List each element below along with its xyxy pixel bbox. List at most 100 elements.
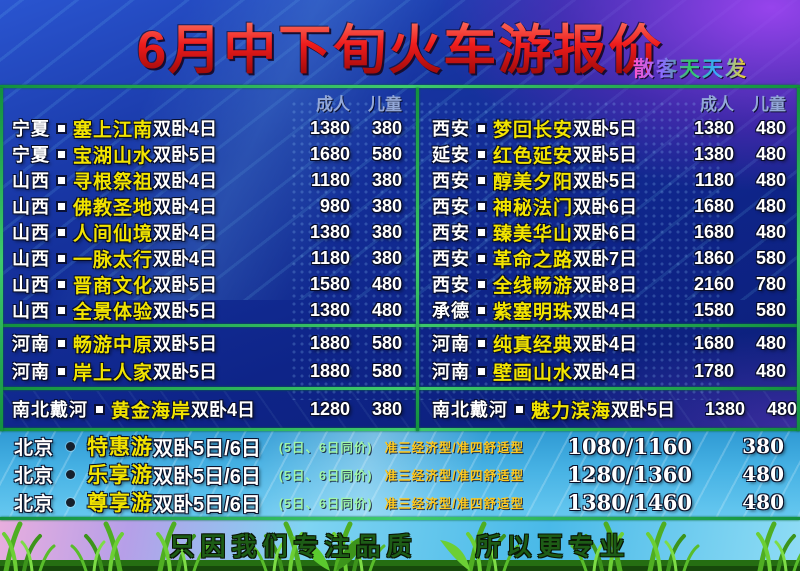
tour-days: 双卧5日/6日 (153, 465, 261, 488)
child-price: 380 (371, 195, 402, 216)
tour-name: 晋商文化 (73, 275, 154, 297)
section-divider (0, 517, 800, 520)
tour-row: 西安 醇美夕阳 双卧5日 1180 480 (432, 167, 800, 193)
section-divider (0, 428, 800, 431)
child-price: 480 (755, 332, 786, 353)
tour-region: 西安 (432, 171, 470, 191)
bullet-icon (516, 405, 523, 413)
bullet-icon (58, 176, 65, 184)
tour-region: 西安 (432, 249, 470, 269)
child-price: 480 (755, 360, 786, 381)
adult-column-header: 成人 (316, 94, 350, 114)
tour-row: 山西 全景体验 双卧5日 1380 480 (12, 297, 416, 323)
tour-region: 北京 (14, 465, 55, 487)
tour-days: 双卧5日 (573, 119, 638, 139)
tour-region: 山西 (12, 249, 50, 269)
tour-days: 双卧7日 (573, 249, 638, 269)
child-price: 580 (371, 143, 402, 164)
footer-slogan: 只因我们专注品质 所以更专业 (0, 527, 800, 563)
bullet-icon (478, 150, 485, 158)
child-price: 480 (371, 273, 402, 294)
bullet-icon (58, 367, 65, 375)
adult-price: 1680 (693, 195, 734, 216)
right-column: 成人 儿童 西安 梦回长安 双卧5日 1380 480 (416, 88, 800, 324)
tour-region: 西安 (432, 275, 470, 295)
tour-region: 延安 (432, 145, 470, 165)
tour-row: 宁夏 宝湖山水 双卧5日 1680 580 (12, 141, 416, 167)
tour-days: 双卧5日 (573, 145, 638, 165)
section-divider (0, 324, 800, 327)
adult-price: 1380 (704, 398, 746, 419)
tour-name: 岸上人家 (73, 362, 154, 384)
tour-days: 双卧6日 (573, 197, 638, 217)
tour-region: 北京 (14, 437, 55, 459)
footer-banner: 只因我们专注品质 所以更专业 (0, 520, 800, 571)
child-price: 480 (371, 299, 402, 320)
adult-price: 1080/1160 (567, 433, 692, 459)
tour-name: 魅力滨海 (531, 400, 612, 422)
tour-name: 人间仙境 (73, 223, 154, 245)
tour-row: 山西 佛教圣地 双卧4日 980 380 (12, 193, 416, 219)
tour-region: 西安 (432, 119, 470, 139)
child-price: 380 (371, 169, 402, 190)
adult-price: 1280/1360 (567, 461, 692, 487)
adult-price: 1380/1460 (567, 489, 692, 515)
tour-name: 全线畅游 (493, 275, 574, 297)
title-bar: 6月中下旬火车游报价 散客天天发 (0, 0, 800, 85)
bullet-icon (58, 306, 65, 314)
child-price: 480 (766, 398, 798, 419)
tour-name: 畅游中原 (73, 334, 154, 356)
adult-price: 1380 (309, 299, 350, 320)
tour-row: 承德 紫塞明珠 双卧4日 1580 580 (432, 297, 800, 323)
slogan-right: 所以更专业 (475, 533, 631, 561)
bullet-icon (478, 306, 485, 314)
column-divider (416, 88, 419, 431)
tour-row: 河南 纯真经典 双卧4日 1680 480 (432, 329, 800, 357)
child-price: 480 (755, 195, 786, 216)
tour-name: 红色延安 (493, 145, 574, 167)
bullet-icon (478, 176, 485, 184)
adult-price: 1680 (693, 332, 734, 353)
adult-column-header: 成人 (700, 94, 734, 114)
tour-row: 山西 晋商文化 双卧5日 1580 480 (12, 271, 416, 297)
child-column-header: 儿童 (368, 94, 402, 114)
slogan-left: 只因我们专注品质 (169, 533, 418, 561)
child-price: 480 (755, 143, 786, 164)
tour-row-list: 宁夏 塞上江南 双卧4日 1380 380 宁夏 宝湖山水 (12, 115, 416, 323)
same-price-note: (5日、6日同价) (278, 440, 373, 455)
section-henan: 河南 畅游中原 双卧5日 1880 580 河南 岸上人家 双卧5日 (0, 327, 800, 387)
adult-price: 1680 (693, 221, 734, 242)
tour-days: 双卧4日 (153, 223, 218, 243)
tour-name: 尊享游 (87, 492, 154, 515)
bullet-icon (478, 367, 485, 375)
column-headers: 成人 儿童 (12, 89, 416, 115)
tour-name: 宝湖山水 (73, 145, 154, 167)
tour-name: 寻根祭祖 (73, 171, 154, 193)
adult-price: 1380 (309, 117, 350, 138)
tour-row-list: 西安 梦回长安 双卧5日 1380 480 延安 红色延安 (432, 115, 800, 323)
tour-days: 双卧5日 (153, 362, 218, 382)
adult-price: 1860 (693, 247, 734, 268)
bullet-icon (478, 254, 485, 262)
adult-price: 1180 (310, 169, 350, 190)
adult-price: 1380 (693, 117, 734, 138)
adult-price: 1580 (309, 273, 350, 294)
child-price: 480 (755, 221, 786, 242)
tour-days: 双卧5日 (153, 275, 218, 295)
tour-name: 醇美夕阳 (493, 171, 574, 193)
child-price: 580 (371, 332, 402, 353)
bullet-icon (478, 280, 485, 288)
tour-region: 河南 (12, 334, 50, 354)
tour-region: 河南 (432, 334, 470, 354)
same-price-note: (5日、6日同价) (278, 496, 373, 511)
hotel-grade-note: 准三经济型/准四舒适型 (384, 496, 525, 511)
tour-region: 山西 (12, 223, 50, 243)
tour-region: 河南 (432, 362, 470, 382)
tour-row: 北京 特惠游 双卧5日/6日 (5日、6日同价) 准三经济型/准四舒适型 108… (0, 432, 800, 460)
child-price: 380 (371, 117, 402, 138)
tour-row: 西安 神秘法门 双卧6日 1680 480 (432, 193, 800, 219)
bullet-icon (66, 497, 76, 507)
bullet-icon (58, 339, 65, 347)
tour-region: 西安 (432, 223, 470, 243)
tour-row: 西安 梦回长安 双卧5日 1380 480 (432, 115, 800, 141)
